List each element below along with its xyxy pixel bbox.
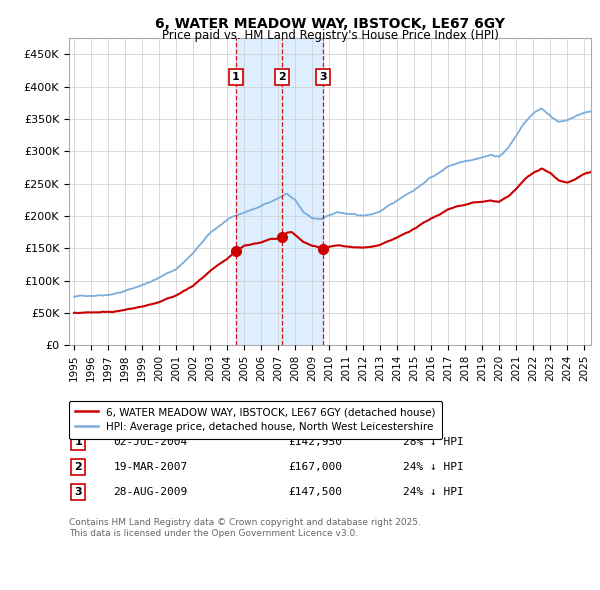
Text: 24% ↓ HPI: 24% ↓ HPI bbox=[403, 462, 464, 472]
Text: £167,000: £167,000 bbox=[288, 462, 342, 472]
Text: 2: 2 bbox=[278, 72, 286, 82]
Text: Price paid vs. HM Land Registry's House Price Index (HPI): Price paid vs. HM Land Registry's House … bbox=[161, 29, 499, 42]
Text: 2: 2 bbox=[74, 462, 82, 472]
Text: 19-MAR-2007: 19-MAR-2007 bbox=[113, 462, 188, 472]
Text: 24% ↓ HPI: 24% ↓ HPI bbox=[403, 487, 464, 497]
Text: £147,500: £147,500 bbox=[288, 487, 342, 497]
Text: Contains HM Land Registry data © Crown copyright and database right 2025.
This d: Contains HM Land Registry data © Crown c… bbox=[69, 519, 421, 538]
Text: 28% ↓ HPI: 28% ↓ HPI bbox=[403, 437, 464, 447]
Text: 1: 1 bbox=[74, 437, 82, 447]
Text: 28-AUG-2009: 28-AUG-2009 bbox=[113, 487, 188, 497]
Text: £142,950: £142,950 bbox=[288, 437, 342, 447]
Text: 3: 3 bbox=[74, 487, 82, 497]
Text: 3: 3 bbox=[320, 72, 327, 82]
Text: 02-JUL-2004: 02-JUL-2004 bbox=[113, 437, 188, 447]
Text: 1: 1 bbox=[232, 72, 239, 82]
Text: 6, WATER MEADOW WAY, IBSTOCK, LE67 6GY: 6, WATER MEADOW WAY, IBSTOCK, LE67 6GY bbox=[155, 17, 505, 31]
Legend: 6, WATER MEADOW WAY, IBSTOCK, LE67 6GY (detached house), HPI: Average price, det: 6, WATER MEADOW WAY, IBSTOCK, LE67 6GY (… bbox=[69, 401, 442, 439]
Bar bbox=[236, 38, 323, 345]
